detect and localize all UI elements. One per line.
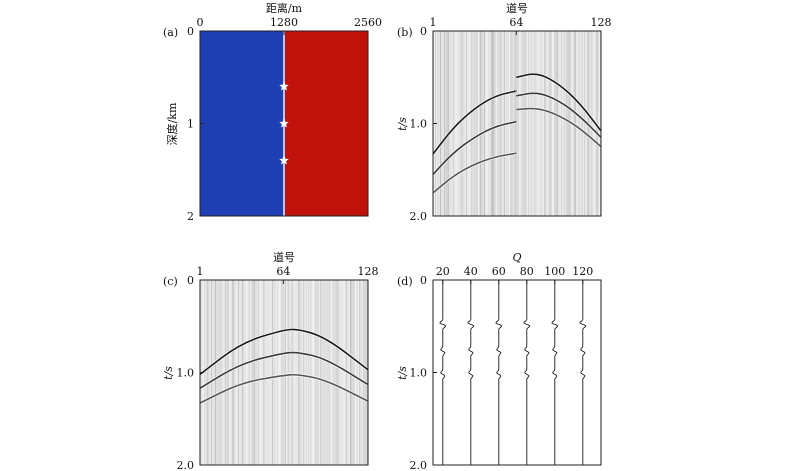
y-tick-label: 0 xyxy=(187,25,194,38)
panel-c-tag: (c) xyxy=(163,275,178,288)
x-tick-label: 0 xyxy=(197,16,204,29)
reflection-event xyxy=(433,120,518,175)
y-tick-label: 0 xyxy=(420,25,427,38)
x-tick-label: 64 xyxy=(276,265,290,278)
panel-c-noise-traces xyxy=(200,280,368,465)
x-tick-label: 100 xyxy=(544,265,565,278)
panel-b: 1 64 128 0 1.0 2.0 (b) 道号 t/s xyxy=(396,1,612,223)
q-trace xyxy=(523,280,531,465)
x-tick-label: 128 xyxy=(591,16,612,29)
x-tick-label: 1 xyxy=(197,265,204,278)
velocity-model xyxy=(200,31,368,216)
x-tick-label: 64 xyxy=(509,16,523,29)
panel-a-tag: (a) xyxy=(163,26,178,39)
x-tick-label: 80 xyxy=(520,265,534,278)
y-tick-label: 0 xyxy=(187,274,194,287)
y-tick-label: 2.0 xyxy=(177,459,195,471)
panel-b-xlabel: 道号 xyxy=(506,1,528,15)
panel-b-tag: (b) xyxy=(397,26,413,39)
reflection-event xyxy=(516,107,601,148)
panel-b-ticks: 1 64 128 0 1.0 2.0 xyxy=(410,16,612,223)
panel-a-xlabel: 距离/m xyxy=(266,1,303,15)
panel-c-xlabel: 道号 xyxy=(273,250,295,264)
reflection-event xyxy=(433,90,518,155)
panel-d-ticks: 20 40 60 80 100 120 0 1.0 2.0 xyxy=(410,265,594,471)
y-tick-label: 1.0 xyxy=(410,118,428,131)
q-trace xyxy=(551,280,559,465)
panel-c: 1 64 128 0 1.0 2.0 (c) 道号 t/s xyxy=(162,250,379,471)
y-tick-label: 2.0 xyxy=(410,210,428,223)
reflection-event xyxy=(433,152,518,194)
panel-d-background xyxy=(433,280,601,465)
x-tick-label: 40 xyxy=(464,265,478,278)
panel-d-xlabel: Q xyxy=(512,251,521,264)
panel-c-ylabel: t/s xyxy=(162,366,175,380)
reflection-event xyxy=(516,73,601,132)
high-velocity-region xyxy=(284,31,368,216)
panel-b-ylabel: t/s xyxy=(396,117,409,131)
y-tick-label: 1 xyxy=(187,118,194,131)
panel-d-tag: (d) xyxy=(397,275,413,288)
y-tick-label: 0 xyxy=(420,274,427,287)
panel-d: 20 40 60 80 100 120 0 1.0 2.0 (d) Q t/s xyxy=(396,251,602,471)
reflection-event xyxy=(516,92,601,139)
reflection-event xyxy=(200,328,368,376)
panel-a: 0 1280 2560 0 1 2 (a) 距离/m 深度/km xyxy=(163,1,382,223)
source-marker xyxy=(279,155,289,165)
panel-c-ticks: 1 64 128 0 1.0 2.0 xyxy=(177,265,379,471)
x-tick-label: 128 xyxy=(358,265,379,278)
panel-b-reflections xyxy=(433,72,601,195)
q-trace xyxy=(579,280,587,465)
panel-d-ylabel: t/s xyxy=(396,366,409,380)
x-tick-label: 2560 xyxy=(354,16,382,29)
panel-a-ylabel: 深度/km xyxy=(165,102,179,145)
low-velocity-region xyxy=(200,31,284,216)
panel-d-traces xyxy=(439,280,587,465)
panel-a-ticks: 0 1280 2560 0 1 2 xyxy=(187,16,382,223)
panel-c-reflections xyxy=(200,327,368,405)
source-marker xyxy=(279,118,289,128)
y-tick-label: 1.0 xyxy=(410,367,428,380)
y-tick-label: 1.0 xyxy=(177,367,195,380)
y-tick-label: 2.0 xyxy=(410,459,428,471)
q-trace xyxy=(467,280,475,465)
x-tick-label: 1 xyxy=(430,16,437,29)
source-marker xyxy=(279,81,289,91)
reflection-event xyxy=(200,351,368,389)
y-tick-label: 2 xyxy=(187,210,194,223)
q-trace xyxy=(495,280,503,465)
x-tick-label: 120 xyxy=(572,265,593,278)
x-tick-label: 1280 xyxy=(270,16,298,29)
q-trace xyxy=(439,280,447,465)
reflection-event xyxy=(200,373,368,404)
x-tick-label: 20 xyxy=(436,265,450,278)
x-tick-label: 60 xyxy=(492,265,506,278)
